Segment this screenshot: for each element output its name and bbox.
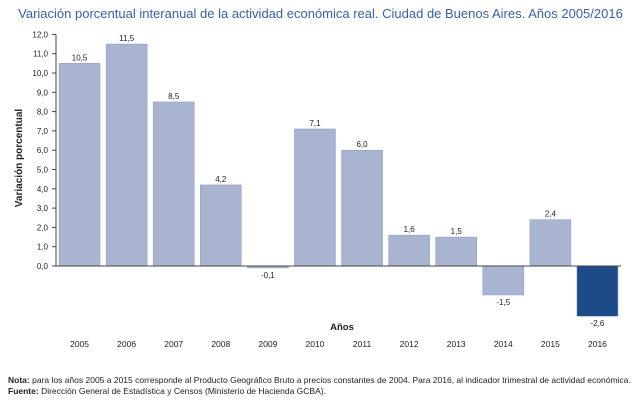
y-tick-label: 1,0 bbox=[37, 243, 49, 252]
bar-2006 bbox=[105, 43, 148, 267]
y-tick-label: 2,0 bbox=[37, 223, 49, 232]
y-tick-label: 7,0 bbox=[37, 127, 49, 136]
bar-2010 bbox=[294, 128, 336, 267]
y-tick-label: 11,0 bbox=[33, 50, 49, 59]
x-tick-label: 2012 bbox=[400, 339, 419, 349]
y-tick-label: 6,0 bbox=[37, 146, 49, 155]
bar-value-label: 7,1 bbox=[309, 119, 321, 128]
bar-2008 bbox=[200, 184, 242, 267]
chart-title: Variación porcentual interanual de la ac… bbox=[18, 6, 623, 21]
x-tick-label: 2006 bbox=[117, 339, 136, 349]
chart-notes: Nota: para los años 2005 a 2015 correspo… bbox=[8, 375, 638, 397]
x-tick-label: 2009 bbox=[258, 339, 277, 349]
y-tick-label: 3,0 bbox=[37, 204, 49, 213]
y-tick-label: 9,0 bbox=[37, 88, 49, 97]
x-tick-label: 2016 bbox=[588, 339, 607, 349]
bar-2012 bbox=[388, 234, 430, 267]
note-label: Nota: bbox=[8, 375, 30, 385]
bar-2007 bbox=[152, 101, 195, 267]
x-tick-label: 2011 bbox=[353, 339, 372, 349]
y-axis-title: Variación porcentual bbox=[14, 109, 25, 208]
bar-2005 bbox=[58, 63, 101, 267]
bar-value-label: -2,6 bbox=[591, 319, 605, 328]
bar-2013 bbox=[435, 236, 477, 267]
bar-value-label: 11,5 bbox=[119, 34, 135, 43]
bar-chart: 0,0 1,0 2,0 3,0 4,0 5,0 6,0 7,0 8,0 9,0 10,0 11,0 12… bbox=[14, 30, 621, 349]
bar-value-label: -0,1 bbox=[261, 271, 275, 280]
x-tick-label: 2007 bbox=[164, 339, 183, 349]
bar-value-label: 8,5 bbox=[168, 92, 180, 101]
y-tick-label: 0,0 bbox=[37, 262, 49, 271]
bar-2015 bbox=[529, 219, 572, 267]
y-tick-label: 4,0 bbox=[37, 185, 49, 194]
x-tick-label: 2008 bbox=[211, 339, 230, 349]
bar-2016 bbox=[576, 265, 619, 317]
bar-value-label: 4,2 bbox=[215, 175, 227, 184]
x-tick-label: 2013 bbox=[447, 339, 466, 349]
bar-value-label: -1,5 bbox=[496, 298, 510, 307]
bar-2011 bbox=[341, 149, 383, 267]
bar-value-label: 2,4 bbox=[545, 210, 557, 219]
bar-value-label: 1,6 bbox=[404, 225, 416, 234]
y-tick-label: 12,0 bbox=[32, 30, 48, 39]
y-tick-label: 8,0 bbox=[37, 108, 49, 117]
bar-2014 bbox=[482, 265, 525, 296]
x-tick-label: 2005 bbox=[70, 339, 89, 349]
source-line: Fuente: Dirección General de Estadística… bbox=[8, 386, 638, 397]
source-label: Fuente: bbox=[8, 386, 39, 396]
bar-value-label: 1,5 bbox=[451, 227, 463, 236]
x-tick-label: 2014 bbox=[494, 339, 513, 349]
bar-value-label: 10,5 bbox=[72, 53, 88, 62]
y-tick-label: 5,0 bbox=[37, 166, 49, 175]
x-axis-title: Años bbox=[330, 322, 354, 333]
x-tick-label: 2010 bbox=[305, 339, 324, 349]
bar-value-label: 6,0 bbox=[356, 140, 368, 149]
source-text: Dirección General de Estadística y Censo… bbox=[38, 386, 326, 396]
note-text: para los años 2005 a 2015 corresponde al… bbox=[29, 375, 631, 385]
x-tick-label: 2015 bbox=[541, 339, 560, 349]
note-line: Nota: para los años 2005 a 2015 correspo… bbox=[8, 375, 638, 386]
y-tick-label: 10,0 bbox=[32, 69, 48, 78]
